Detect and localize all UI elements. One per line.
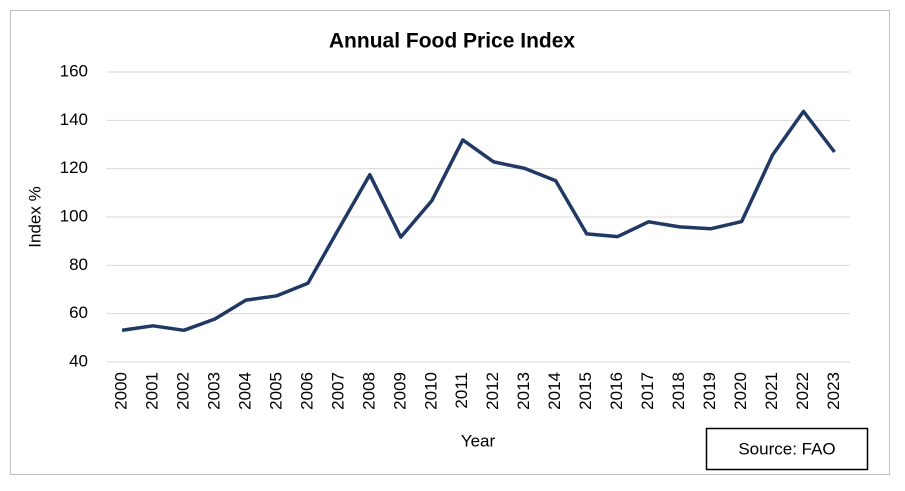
y-tick-label: 60 [69, 303, 88, 322]
y-tick-label: 80 [69, 255, 88, 274]
data-line [121, 109, 836, 333]
x-tick-label: 2010 [421, 372, 440, 410]
chart-title: Annual Food Price Index [329, 30, 576, 53]
x-tick-label: 2021 [762, 372, 781, 410]
x-tick-label: 2007 [328, 372, 347, 410]
chart-frame [10, 10, 890, 475]
x-tick-label: 2001 [142, 372, 161, 410]
x-tick-label: 2004 [235, 372, 254, 410]
x-tick-label: 2008 [359, 372, 378, 410]
x-tick-label: 2023 [824, 372, 843, 410]
x-tick-label: 2013 [514, 372, 533, 410]
x-tick-label: 2009 [390, 372, 409, 410]
x-tick-label: 2012 [483, 372, 502, 410]
x-tick-label: 2015 [576, 372, 595, 410]
x-tick-label: 2018 [669, 372, 688, 410]
y-axis-label: Index % [25, 186, 44, 247]
x-tick-label: 2016 [607, 372, 626, 410]
x-tick-label: 2020 [731, 372, 750, 410]
y-tick-label: 120 [60, 158, 88, 177]
y-tick-label: 100 [60, 206, 88, 225]
y-tick-label: 160 [60, 61, 88, 80]
x-tick-label: 2017 [638, 372, 657, 410]
x-tick-label: 2014 [545, 372, 564, 410]
source-box [705, 427, 869, 471]
x-tick-label: 2003 [204, 372, 223, 410]
y-tick-label: 140 [60, 110, 88, 129]
x-tick-label: 2000 [111, 372, 130, 410]
source-note: Source: FAO [738, 439, 835, 458]
x-tick-label: 2022 [793, 372, 812, 410]
x-tick-label: 2006 [297, 372, 316, 410]
x-tick-label: 2011 [452, 372, 471, 409]
x-tick-label: 2019 [700, 372, 719, 410]
y-tick-label: 40 [69, 351, 88, 370]
x-tick-label: 2005 [266, 372, 285, 410]
x-tick-label: 2002 [173, 372, 192, 410]
x-axis-label: Year [461, 431, 496, 450]
